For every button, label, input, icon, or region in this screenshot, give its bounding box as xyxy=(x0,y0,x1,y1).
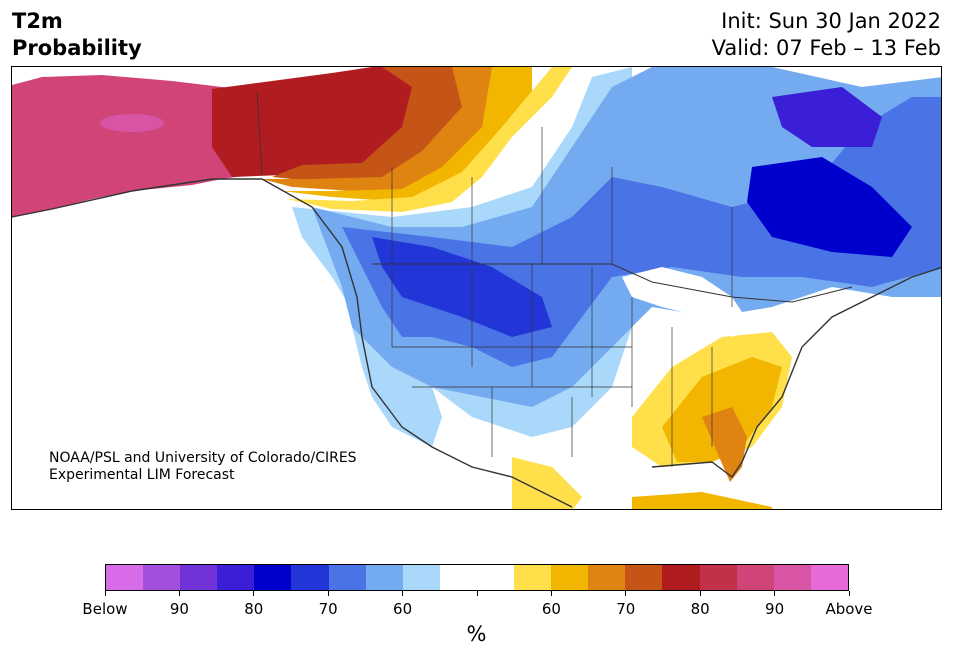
colorbar-tick xyxy=(625,591,627,596)
colorbar-tick-label: 80 xyxy=(690,600,710,618)
colorbar-tick xyxy=(848,591,850,596)
colorbar-tick xyxy=(774,591,776,596)
great-lakes xyxy=(622,267,752,337)
colorbar-segment xyxy=(291,565,329,590)
colorbar-unit-label: % xyxy=(466,622,487,646)
colorbar-tick-labels: Below 90 80 70 60 60 70 80 90 Above xyxy=(0,600,953,620)
colorbar-tick xyxy=(253,591,255,596)
colorbar-segment xyxy=(810,565,848,590)
colorbar-segment xyxy=(699,565,737,590)
cuba-gold xyxy=(632,492,772,509)
title-line-variable: T2m xyxy=(12,9,63,33)
colorbar-tick-label: 60 xyxy=(541,600,561,618)
colorbar-segment xyxy=(662,565,700,590)
florida-orange xyxy=(702,407,747,482)
colorbar-segment xyxy=(625,565,663,590)
credit-line-org: NOAA/PSL and University of Colorado/CIRE… xyxy=(49,450,357,466)
southeast-gold xyxy=(662,357,782,462)
colorbar-segment xyxy=(773,565,811,590)
us-canada-border xyxy=(372,263,853,303)
colorbar-tick xyxy=(104,591,106,596)
colorbar-tick-label: 80 xyxy=(244,600,264,618)
warm-belt-yellow xyxy=(287,67,572,212)
colorbar-tick xyxy=(327,591,329,596)
colorbar-tick-label: 70 xyxy=(318,600,338,618)
colorbar-tick-label: Below xyxy=(82,600,128,618)
colorbar-tick-label: 90 xyxy=(169,600,189,618)
title-line-metric: Probability xyxy=(12,36,142,60)
coastline xyxy=(12,178,573,508)
colorbar-segment xyxy=(180,565,218,590)
colorbar-segment xyxy=(514,565,552,590)
alaska-core xyxy=(100,114,164,132)
colorbar-segment xyxy=(588,565,626,590)
colorbar-tick xyxy=(178,591,180,596)
cold-indigo xyxy=(772,87,882,147)
probability-colorbar xyxy=(105,564,849,591)
credit-line-forecast: Experimental LIM Forecast xyxy=(49,467,235,483)
colorbar-segment xyxy=(217,565,255,590)
map-title: T2m Probability xyxy=(12,8,142,62)
colorbar-tick xyxy=(476,591,478,596)
colorbar-segment xyxy=(551,565,589,590)
colorbar-tick-label: 70 xyxy=(616,600,636,618)
map-canvas xyxy=(12,67,941,509)
forecast-dates: Init: Sun 30 Jan 2022 Valid: 07 Feb – 13… xyxy=(712,8,941,62)
mexico-yellow xyxy=(512,457,582,509)
probability-map xyxy=(11,66,942,510)
cold-blue xyxy=(372,237,552,337)
colorbar-segment xyxy=(402,565,440,590)
colorbar-segment xyxy=(439,565,477,590)
colorbar-segment xyxy=(328,565,366,590)
colorbar-segment xyxy=(143,565,181,590)
colorbar-tick xyxy=(402,591,404,596)
canada-province-lines xyxy=(256,90,733,307)
colorbar-tick xyxy=(699,591,701,596)
colorbar-segment xyxy=(365,565,403,590)
colorbar-tick-label: 60 xyxy=(393,600,413,618)
cold-dark-blue xyxy=(747,157,912,257)
western-us-light-blue xyxy=(352,327,442,447)
valid-date: Valid: 07 Feb – 13 Feb xyxy=(711,36,941,60)
east-coastline xyxy=(651,266,941,479)
state-lines xyxy=(391,264,713,467)
colorbar-tick-label: 90 xyxy=(765,600,785,618)
colorbar-tick-label: Above xyxy=(825,600,873,618)
data-credit: NOAA/PSL and University of Colorado/CIRE… xyxy=(49,450,357,484)
colorbar-segment xyxy=(476,565,515,590)
init-date: Init: Sun 30 Jan 2022 xyxy=(721,9,941,33)
colorbar-segment xyxy=(254,565,292,590)
colorbar-segment xyxy=(106,565,144,590)
colorbar-segment xyxy=(736,565,774,590)
colorbar-tick xyxy=(550,591,552,596)
